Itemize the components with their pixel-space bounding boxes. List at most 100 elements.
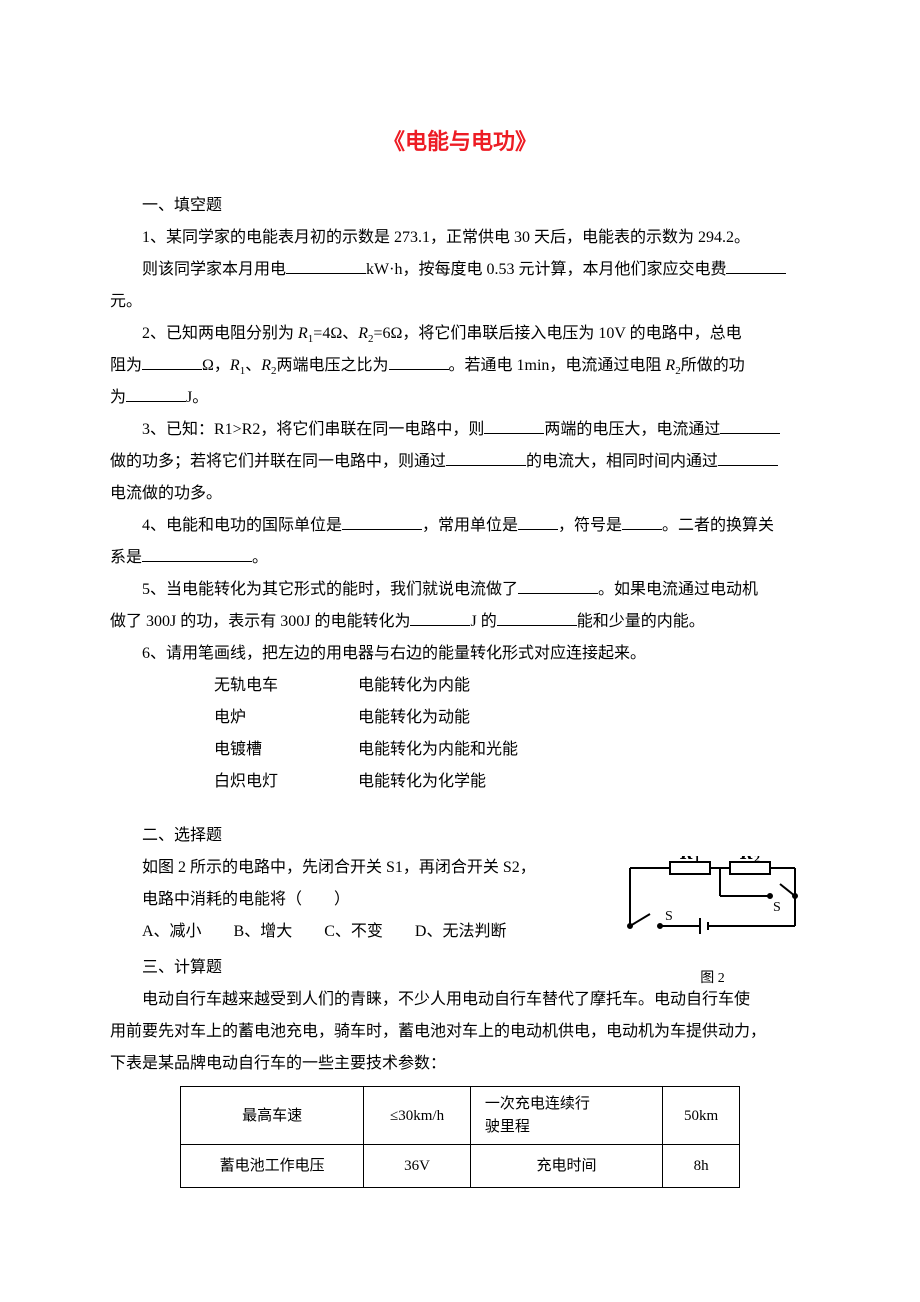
q2-blank2[interactable] [389, 353, 449, 371]
q6-right: 电能转化为化学能 [358, 766, 486, 798]
calc-p2: 用前要先对车上的蓄电池充电，骑车时，蓄电池对车上的电动机供电，电动机为车提供动力… [110, 1016, 810, 1048]
mc-block: 如图 2 所示的电路中，先闭合开关 S1，再闭合开关 S2， 电路中消耗的电能将… [110, 852, 810, 984]
q5-t: J 的 [470, 613, 496, 630]
q2-t: 为 [110, 389, 126, 406]
q4-line2: 系是 。 [110, 542, 810, 574]
q4-t: 4、电能和电功的国际单位是 [142, 517, 342, 534]
q2-t: 2、已知两电阻分别为 [142, 325, 298, 342]
q2-t: 所做的功 [681, 357, 745, 374]
q2-blank3[interactable] [126, 385, 186, 403]
q5-t: 。如果电流通过电动机 [598, 581, 758, 598]
q2-line1: 2、已知两电阻分别为 R1=4Ω、R2=6Ω，将它们串联后接入电压为 10V 的… [110, 318, 810, 350]
q5-t: 能和少量的内能。 [577, 613, 705, 630]
q5-t: 做了 300J 的功，表示有 300J 的电能转化为 [110, 613, 410, 630]
q4-t: 。二者的换算关 [662, 517, 774, 534]
q2-line2: 阻为Ω，R1、R2两端电压之比为。若通电 1min，电流通过电阻 R2所做的功 [110, 350, 810, 382]
q6-row-1: 电炉电能转化为动能 [110, 702, 810, 734]
q6-right: 电能转化为内能 [358, 670, 470, 702]
q2-t: 。若通电 1min，电流通过电阻 [449, 357, 666, 374]
q6-right: 电能转化为内能和光能 [358, 734, 518, 766]
q5-blank2[interactable] [410, 609, 470, 627]
cell-r2c3: 充电时间 [470, 1145, 662, 1188]
spec-table: 最高车速 ≤30km/h 一次充电连续行驶里程 50km 蓄电池工作电压 36V… [180, 1086, 740, 1188]
q3-t: 的电流大，相同时间内通过 [526, 453, 718, 470]
table-row: 最高车速 ≤30km/h 一次充电连续行驶里程 50km [181, 1087, 740, 1145]
cell-r2c1: 蓄电池工作电压 [181, 1145, 364, 1188]
q2-t: 两端电压之比为 [277, 357, 389, 374]
r2-sym: R [358, 325, 368, 342]
section-1-heading: 一、填空题 [110, 190, 810, 222]
q3-blank3[interactable] [446, 449, 526, 467]
q4-t: ，常用单位是 [422, 517, 518, 534]
q3-t: 做的功多；若将它们并联在同一电路中，则通过 [110, 453, 446, 470]
q6-left: 白炽电灯 [214, 766, 358, 798]
r1-sym: R [298, 325, 308, 342]
q6-row-3: 白炽电灯电能转化为化学能 [110, 766, 810, 798]
q5-t: 5、当电能转化为其它形式的能时，我们就说电流做了 [142, 581, 518, 598]
q4-blank4[interactable] [142, 545, 252, 563]
q3-line2: 做的功多；若将它们并联在同一电路中，则通过 的电流大，相同时间内通过 [110, 446, 810, 478]
q1-text2: kW·h，按每度电 0.53 元计算，本月他们家应交电费 [366, 261, 726, 278]
q6-left: 电镀槽 [214, 734, 358, 766]
q4-t: ，符号是 [558, 517, 622, 534]
svg-text:R: R [739, 856, 753, 864]
q5-line1: 5、当电能转化为其它形式的能时，我们就说电流做了 。如果电流通过电动机 [110, 574, 810, 606]
section-2-heading: 二、选择题 [110, 820, 810, 852]
cell-r2c4: 8h [663, 1145, 740, 1188]
cell-r1c4: 50km [663, 1087, 740, 1145]
q2-t: =6Ω，将它们串联后接入电压为 10V 的电路中，总电 [374, 325, 742, 342]
q4-line1: 4、电能和电功的国际单位是 ，常用单位是 ，符号是 。二者的换算关 [110, 510, 810, 542]
q2-t: J。 [186, 389, 208, 406]
q1-line2: 则该同学家本月用电kW·h，按每度电 0.53 元计算，本月他们家应交电费 [110, 254, 810, 286]
q3-blank4[interactable] [718, 449, 778, 467]
q2-blank1[interactable] [142, 353, 202, 371]
cell-r2c2: 36V [364, 1145, 471, 1188]
q3-line3: 电流做的功多。 [110, 478, 810, 510]
q4-t: 。 [252, 549, 268, 566]
cell-r1c3: 一次充电连续行驶里程 [470, 1087, 662, 1145]
cell-r1c1: 最高车速 [181, 1087, 364, 1145]
calc-p3: 下表是某品牌电动自行车的一些主要技术参数： [110, 1048, 810, 1080]
q6-head: 6、请用笔画线，把左边的用电器与右边的能量转化形式对应连接起来。 [110, 638, 810, 670]
q6-left: 无轨电车 [214, 670, 358, 702]
svg-text:S: S [773, 900, 781, 915]
mc-line1: 如图 2 所示的电路中，先闭合开关 S1，再闭合开关 S2， [110, 852, 580, 884]
q3-t: 两端的电压大，电流通过 [544, 421, 720, 438]
r2c: R [665, 357, 675, 374]
q4-t: 系是 [110, 549, 142, 566]
svg-text:1: 1 [694, 856, 700, 865]
q1-blank2[interactable] [726, 256, 786, 274]
svg-text:S: S [665, 909, 673, 924]
q4-blank2[interactable] [518, 513, 558, 531]
circuit-figure: R 1 R 2 S S 图 2 [615, 856, 810, 966]
q3-t: 3、已知：R1>R2，将它们串联在同一电路中，则 [142, 421, 484, 438]
q3-blank1[interactable] [484, 417, 544, 435]
q1-line1: 1、某同学家的电能表月初的示数是 273.1，正常供电 30 天后，电能表的示数… [110, 222, 810, 254]
cell-r1c2: ≤30km/h [364, 1087, 471, 1145]
q2-line3: 为 J。 [110, 382, 810, 414]
q5-line2: 做了 300J 的功，表示有 300J 的电能转化为 J 的 能和少量的内能。 [110, 606, 810, 638]
q2-t: 、 [245, 357, 261, 374]
svg-text:R: R [679, 856, 693, 864]
q3-line1: 3、已知：R1>R2，将它们串联在同一电路中，则 两端的电压大，电流通过 [110, 414, 810, 446]
q6-right: 电能转化为动能 [358, 702, 470, 734]
r2b: R [261, 357, 271, 374]
q1-blank1[interactable] [286, 256, 366, 274]
q6-row-2: 电镀槽电能转化为内能和光能 [110, 734, 810, 766]
q6-row-0: 无轨电车电能转化为内能 [110, 670, 810, 702]
q5-blank3[interactable] [497, 609, 577, 627]
q6-left: 电炉 [214, 702, 358, 734]
q2-t: Ω， [202, 357, 230, 374]
cell-text: 一次充电连续行 [485, 1096, 590, 1112]
table-row: 蓄电池工作电压 36V 充电时间 8h [181, 1145, 740, 1188]
circuit-caption: 图 2 [615, 965, 810, 993]
q5-blank1[interactable] [518, 577, 598, 595]
q4-blank1[interactable] [342, 513, 422, 531]
q2-t: =4Ω、 [313, 325, 358, 342]
r1b: R [230, 357, 240, 374]
svg-text:2: 2 [754, 856, 760, 865]
q4-blank3[interactable] [622, 513, 662, 531]
q3-blank2[interactable] [720, 417, 780, 435]
q2-t: 阻为 [110, 357, 142, 374]
cell-text: 驶里程 [485, 1119, 530, 1135]
